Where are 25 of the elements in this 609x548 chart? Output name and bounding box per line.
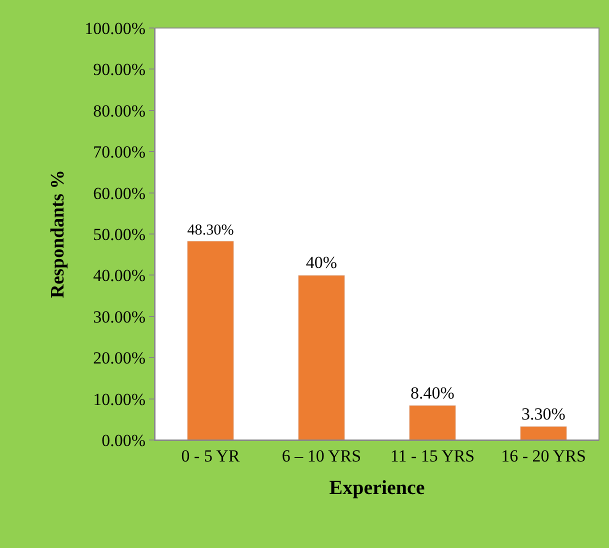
y-tick-label: 20.00% [93,348,146,368]
y-tick-label: 40.00% [93,266,146,286]
bar [298,274,346,440]
data-label: 8.40% [410,383,454,402]
x-tick-label: 6 – 10 YRS [282,446,362,466]
data-label: 40% [306,253,338,272]
y-axis-title: Respondants % [48,170,69,298]
bar [520,426,568,440]
y-tick-label: 60.00% [93,184,146,203]
y-tick-label: 10.00% [93,390,146,409]
x-tick-label: 16 - 20 YRS [501,446,586,466]
y-tick-label: 70.00% [93,142,146,162]
data-label: 48.30% [187,222,234,238]
bar [186,240,234,440]
x-tick-label: 11 - 15 YRS [390,446,475,466]
y-tick-label: 0.00% [102,430,146,450]
bar [408,405,456,440]
x-tick-label: 0 - 5 YR [181,446,240,466]
y-tick-label: 80.00% [93,101,146,120]
y-tick-label: 100.00% [84,18,146,38]
data-label: 3.30% [522,404,566,424]
y-tick-label: 30.00% [93,307,146,326]
y-tick-label: 90.00% [93,60,146,80]
y-tick-label: 50.00% [93,224,146,244]
x-axis-title: Experience [329,476,425,499]
